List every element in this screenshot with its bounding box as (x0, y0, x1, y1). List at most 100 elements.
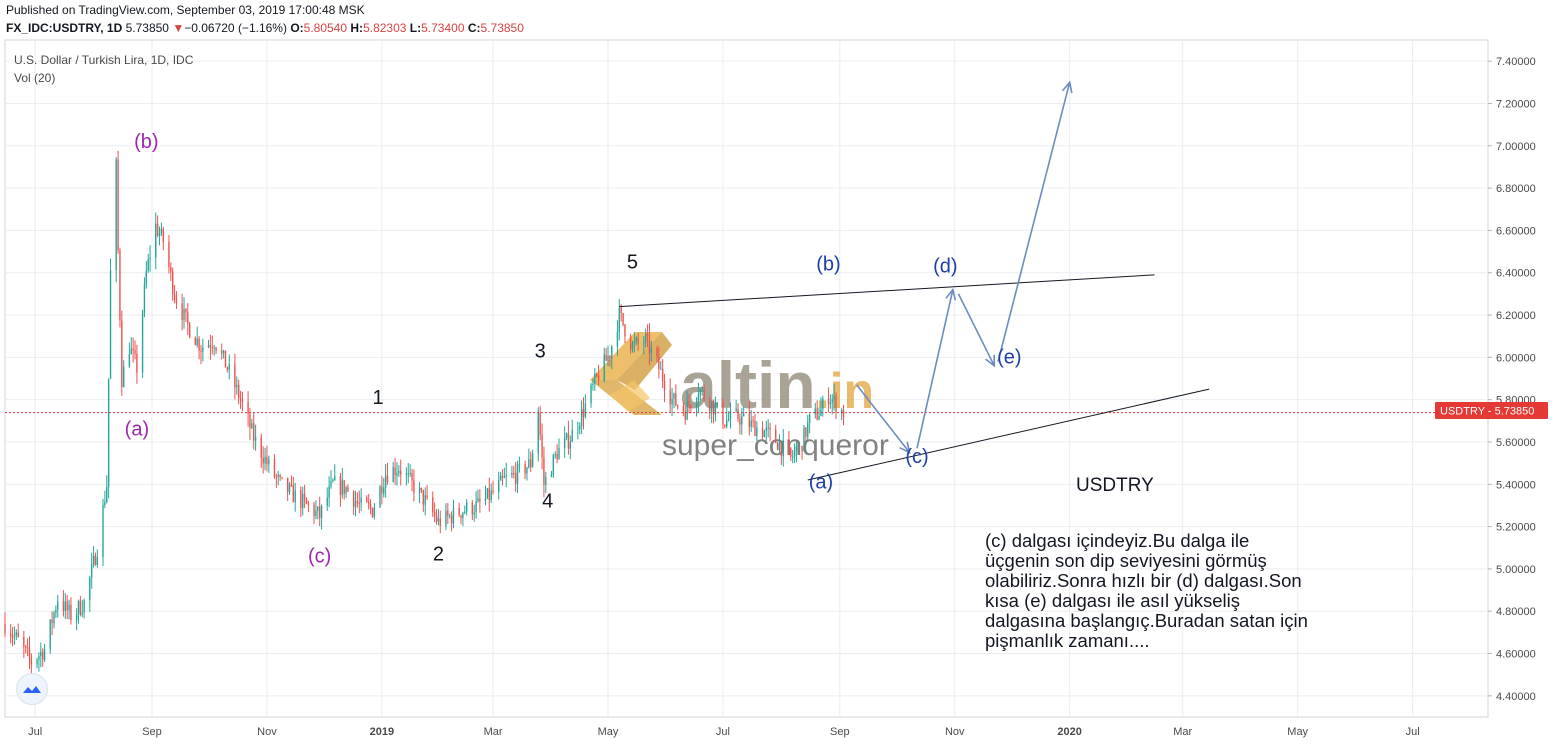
candle-body (701, 389, 703, 391)
candle (40, 642, 42, 668)
forecast-arrow[interactable] (916, 287, 957, 449)
candle (788, 430, 790, 456)
candle (697, 382, 700, 413)
candle (795, 441, 798, 463)
y-tick-label: 6.40000 (1496, 268, 1536, 280)
price-axis[interactable]: 4.40000 4.60000 4.80000 5.00000 5.20000 5.400… (1488, 56, 1536, 703)
wave-label: (d) (933, 256, 957, 278)
tradingview-logo-icon[interactable] (16, 673, 48, 705)
candle (724, 424, 726, 429)
trendline[interactable] (807, 388, 1210, 481)
candle (722, 398, 724, 429)
candle-body (543, 457, 545, 485)
y-tick-label: 4.80000 (1496, 606, 1536, 618)
candle (580, 400, 583, 434)
candle (609, 355, 611, 367)
candle (158, 226, 161, 246)
candle-body (688, 401, 690, 406)
arrow-head-icon (1061, 80, 1073, 94)
candle-body (247, 401, 249, 415)
candle (486, 487, 489, 500)
arrow-shaft (856, 384, 911, 454)
candle (712, 399, 715, 424)
forecast-arrow[interactable] (856, 384, 911, 454)
forecast-arrow[interactable] (957, 293, 996, 368)
candle (345, 485, 347, 498)
candle (224, 350, 227, 368)
trendlines[interactable] (619, 274, 1210, 481)
candle (15, 629, 18, 640)
candle (281, 477, 283, 480)
candle (384, 464, 387, 498)
candle (498, 471, 500, 500)
candle (473, 504, 475, 522)
candle (537, 407, 539, 462)
candle (160, 222, 163, 237)
candle (420, 487, 423, 494)
candle-body (305, 498, 308, 504)
candle-body (818, 415, 820, 420)
candle-body (262, 457, 264, 464)
candle (658, 346, 660, 379)
candle (221, 343, 223, 360)
candle (801, 445, 803, 460)
forecast-arrow[interactable] (997, 80, 1073, 362)
candle (756, 421, 758, 442)
candle-body (334, 476, 336, 481)
candle-body (400, 470, 402, 475)
plot-frame (4, 39, 1489, 718)
candle (518, 456, 521, 473)
candle-body (341, 480, 344, 495)
candle (392, 461, 394, 483)
candle (49, 619, 51, 654)
candle (661, 359, 664, 388)
candle (68, 599, 70, 620)
candle (330, 470, 332, 489)
candle-body (386, 475, 389, 483)
candle (607, 345, 609, 367)
candle-body (162, 228, 164, 242)
close-value: 5.73850 (480, 21, 524, 35)
candle-body (571, 429, 573, 442)
candle-body (490, 490, 492, 501)
candle (43, 643, 46, 662)
time-axis[interactable]: Jul Sep Nov 2019 Mar May Jul Sep Nov 2020 Mar May Ju… (28, 726, 1420, 738)
candle-body (595, 373, 598, 376)
trendline[interactable] (619, 274, 1155, 308)
candle-body (840, 409, 843, 413)
candle (432, 491, 434, 518)
candle-body (411, 472, 413, 481)
candle (488, 477, 490, 512)
candle (503, 467, 506, 479)
candle-body (352, 491, 355, 507)
candle-body (656, 348, 658, 357)
candle-body (367, 502, 370, 505)
candle (234, 353, 236, 400)
candle (793, 443, 796, 463)
candle (688, 394, 690, 414)
forecast-arrows[interactable] (856, 80, 1073, 454)
candle-body (710, 400, 713, 412)
candle (237, 379, 240, 405)
candle (396, 462, 398, 486)
candle (790, 447, 792, 462)
candle-body (458, 507, 460, 516)
candle-body (501, 475, 504, 478)
candle (565, 432, 568, 441)
candle-body (294, 490, 296, 503)
candle (595, 372, 598, 378)
candle (149, 245, 151, 272)
candle (254, 424, 257, 451)
candle-body (716, 402, 718, 406)
candle (778, 434, 781, 453)
candle-body (603, 354, 605, 381)
candle (567, 420, 570, 455)
candle (780, 442, 783, 465)
candle (411, 468, 413, 492)
candle-body (260, 436, 262, 458)
candle (511, 465, 513, 478)
candle-body (115, 159, 117, 271)
candle (644, 328, 647, 348)
candle (356, 492, 359, 508)
